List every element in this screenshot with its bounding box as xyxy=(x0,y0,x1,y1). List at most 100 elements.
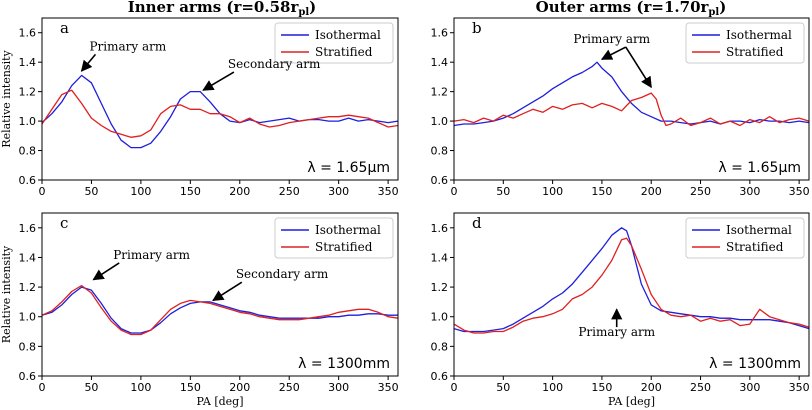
x-tick-label: 200 xyxy=(229,381,250,394)
y-tick-label: 0.6 xyxy=(19,174,37,187)
x-tick-label: 50 xyxy=(84,381,98,394)
legend-entry: Isothermal xyxy=(726,28,792,42)
x-tick-label: 50 xyxy=(496,381,510,394)
x-tick-label: 0 xyxy=(451,381,458,394)
y-tick-label: 0.6 xyxy=(19,370,37,383)
y-tick-label: 1.0 xyxy=(19,115,37,128)
x-tick-label: 300 xyxy=(739,381,760,394)
x-tick-label: 0 xyxy=(39,185,46,198)
y-tick-label: 0.8 xyxy=(431,145,449,158)
series-line-stratified xyxy=(41,89,399,138)
panel-letter: b xyxy=(472,19,482,37)
series-line-isothermal xyxy=(41,286,398,334)
x-tick-label: 250 xyxy=(690,185,711,198)
legend-box xyxy=(274,22,394,64)
legend-entry: Isothermal xyxy=(315,223,381,237)
y-tick-label: 0.6 xyxy=(431,370,449,383)
y-tick-label: 1.4 xyxy=(431,56,449,69)
x-tick-label: 350 xyxy=(378,381,399,394)
legend-box xyxy=(274,217,394,259)
column-title-inner: Inner arms (r=0.58rpl) xyxy=(128,0,317,18)
annotation-label: Primary arm xyxy=(113,248,190,262)
y-tick-label: 1.6 xyxy=(19,222,37,235)
x-tick-label: 150 xyxy=(591,185,612,198)
x-axis-label: PA [deg] xyxy=(196,395,243,408)
legend-entry: Isothermal xyxy=(315,28,381,42)
y-axis-label: Relative intensity xyxy=(0,245,13,343)
annotation: Primary arm xyxy=(92,248,191,281)
column-title-outer: Outer arms (r=1.70rpl) xyxy=(536,0,727,18)
annotation-label: Secondary arm xyxy=(236,267,329,281)
legend-box xyxy=(685,217,805,259)
y-tick-label: 1.4 xyxy=(431,251,449,264)
x-tick-label: 0 xyxy=(39,381,46,394)
x-tick-label: 200 xyxy=(641,185,662,198)
x-tick-label: 100 xyxy=(130,185,151,198)
legend-entry: Isothermal xyxy=(726,223,792,237)
plot-frame xyxy=(453,212,810,377)
annotation-arrow xyxy=(92,262,120,281)
y-tick-label: 0.8 xyxy=(19,340,37,353)
plot-frame xyxy=(453,17,810,181)
panel-letter: c xyxy=(60,214,68,232)
annotation-label: Primary arm xyxy=(573,32,650,46)
panel-letter: d xyxy=(472,214,482,232)
x-axis-label: PA [deg] xyxy=(608,395,655,408)
legend-entry: Stratified xyxy=(726,240,784,254)
annotation-arrow xyxy=(202,71,235,91)
x-tick-label: 250 xyxy=(279,185,300,198)
wavelength-label: λ = 1.65μm xyxy=(718,160,801,176)
y-tick-label: 0.8 xyxy=(431,340,449,353)
panel-a: 0 50 100 150 200 250 300 350 0.6 0.8 1.0 1.2 1.4 1.6 R… xyxy=(0,17,399,198)
x-tick-label: 350 xyxy=(378,185,399,198)
y-tick-label: 1.0 xyxy=(431,311,449,324)
legend: Isothermal Stratified xyxy=(274,22,394,64)
annotation-arrow xyxy=(625,46,652,89)
x-tick-label: 0 xyxy=(451,185,458,198)
annotation-label: Primary arm xyxy=(578,325,655,339)
y-tick-label: 1.4 xyxy=(19,251,37,264)
legend-box xyxy=(685,22,805,64)
annotation: Primary arm xyxy=(578,308,656,339)
x-tick-label: 300 xyxy=(328,185,349,198)
y-tick-label: 1.2 xyxy=(19,86,37,99)
plot-frame xyxy=(41,212,399,377)
x-tick-label: 200 xyxy=(229,185,250,198)
series-line-stratified xyxy=(453,92,810,127)
y-tick-label: 1.2 xyxy=(431,281,449,294)
wavelength-label: λ = 1.65μm xyxy=(307,160,390,176)
annotation: Primary arm xyxy=(80,39,167,72)
x-tick-label: 150 xyxy=(180,185,201,198)
x-tick-label: 50 xyxy=(496,185,510,198)
series-line-stratified xyxy=(453,237,810,334)
panel-c: 0 50 100 150 200 250 300 350 0.6 0.8 1.0 1.2 1.4 1.6 R… xyxy=(0,212,399,408)
panel-b: 0 50 100 150 200 250 300 350 0.6 0.8 1.0 1.2 1.4 1.6 b… xyxy=(431,17,810,198)
annotation: Secondary arm xyxy=(202,57,321,91)
panel-letter: a xyxy=(60,19,69,37)
legend: Isothermal Stratified xyxy=(685,217,805,259)
y-tick-label: 1.0 xyxy=(431,115,449,128)
series-line-stratified xyxy=(41,284,399,336)
x-tick-label: 250 xyxy=(690,381,711,394)
y-tick-label: 1.6 xyxy=(431,222,449,235)
x-tick-label: 300 xyxy=(328,381,349,394)
y-tick-label: 0.8 xyxy=(19,145,37,158)
annotation: Secondary arm xyxy=(212,267,329,302)
y-tick-label: 1.6 xyxy=(431,27,449,40)
annotation: Primary arm xyxy=(573,32,652,89)
annotation-label: Secondary arm xyxy=(228,57,321,71)
x-tick-label: 50 xyxy=(84,185,98,198)
legend-entry: Stratified xyxy=(726,45,784,59)
annotation-arrow xyxy=(212,281,243,302)
y-tick-label: 1.0 xyxy=(19,311,37,324)
x-tick-label: 250 xyxy=(279,381,300,394)
x-tick-label: 100 xyxy=(542,185,563,198)
x-tick-label: 350 xyxy=(789,185,810,198)
y-tick-label: 0.6 xyxy=(431,174,449,187)
y-tick-label: 1.4 xyxy=(19,56,37,69)
series-line-isothermal xyxy=(453,227,810,333)
x-tick-label: 300 xyxy=(739,185,760,198)
annotation-arrow xyxy=(600,46,627,60)
x-tick-label: 100 xyxy=(130,381,151,394)
